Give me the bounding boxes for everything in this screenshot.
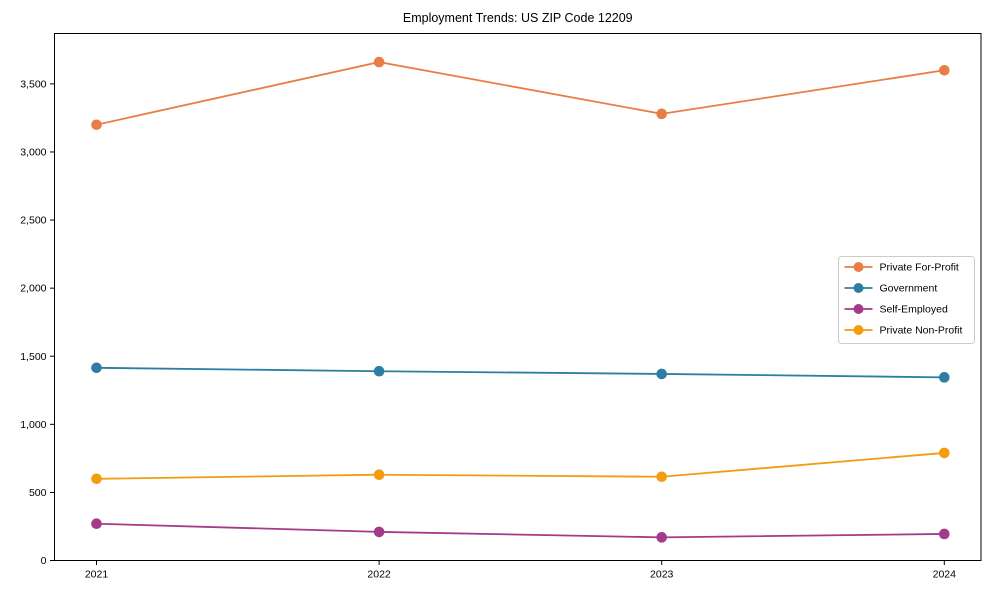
y-axis-tick-label: 3,000 [20, 147, 46, 159]
y-axis-tick-label: 3,500 [20, 78, 46, 90]
data-point-private-for-profit-2023 [656, 108, 667, 120]
series-line-self-employed [96, 522, 945, 539]
data-point-private-non-profit-2023 [656, 471, 667, 483]
x-axis-tick-label: 2022 [367, 569, 391, 581]
data-point-self-employed-2022 [373, 526, 385, 538]
data-point-self-employed-2024 [939, 528, 950, 540]
y-axis-tick-label: 500 [29, 487, 47, 499]
data-point-private-for-profit-2021 [91, 119, 102, 131]
series-line-government [96, 366, 945, 379]
data-point-private-for-profit-2022 [373, 56, 385, 68]
x-axis-tick-label: 2021 [85, 569, 109, 581]
legend-label-private-non-profit: Private Non-Profit [880, 325, 963, 337]
legend-marker-self-employed [853, 304, 864, 314]
data-point-private-non-profit-2024 [939, 447, 950, 459]
legend-label-self-employed: Self-Employed [880, 304, 948, 316]
data-point-government-2022 [373, 365, 385, 377]
legend-box [838, 256, 975, 344]
data-point-government-2023 [656, 368, 667, 380]
plot-frame [54, 33, 982, 561]
data-point-government-2024 [939, 372, 950, 383]
y-axis-tick-label: 1,500 [20, 351, 46, 363]
legend-label-private-for-profit: Private For-Profit [880, 262, 959, 274]
y-axis-tick-label: 0 [41, 555, 47, 567]
legend-marker-government [853, 283, 864, 293]
series-line-private-for-profit [96, 61, 945, 126]
legend-marker-private-for-profit [853, 262, 864, 272]
legend-label-government: Government [880, 283, 938, 295]
legend-marker-private-non-profit [853, 325, 864, 335]
series-line-private-non-profit [96, 452, 945, 480]
y-axis-tick-label: 1,000 [20, 419, 46, 431]
x-axis-tick-label: 2023 [650, 569, 674, 581]
y-axis-tick-label: 2,000 [20, 283, 46, 295]
data-point-self-employed-2021 [91, 518, 102, 530]
x-axis-tick-label: 2024 [933, 569, 957, 581]
data-point-government-2021 [91, 362, 102, 374]
y-axis-tick-label: 2,500 [20, 215, 46, 227]
chart-title: Employment Trends: US ZIP Code 12209 [403, 11, 633, 25]
data-point-self-employed-2023 [656, 532, 667, 543]
data-point-private-non-profit-2022 [373, 469, 385, 481]
data-point-private-for-profit-2024 [939, 64, 950, 76]
data-point-private-non-profit-2021 [91, 473, 102, 485]
